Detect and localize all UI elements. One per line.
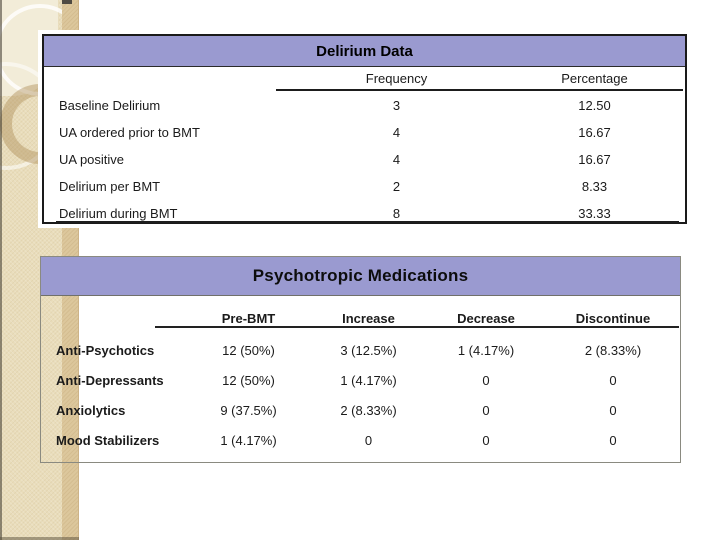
percentage-value: 16.67 — [578, 125, 611, 140]
discontinue-value: 0 — [609, 433, 617, 448]
header-spacer — [44, 71, 289, 89]
discontinue-column-header: Discontinue — [575, 311, 651, 326]
sidebar-bottom-edge — [0, 537, 79, 540]
increase-value: 1 (4.17%) — [340, 373, 397, 388]
increase-column-header: Increase — [342, 311, 395, 326]
header-underline — [276, 89, 683, 91]
prebmt-value: 12 (50%) — [222, 343, 275, 358]
table-row: UA positive 4 16.67 — [44, 146, 685, 173]
row-label: Anti-Psychotics — [56, 343, 155, 358]
medications-table-title-band: Psychotropic Medications — [41, 257, 680, 296]
prebmt-column-header: Pre-BMT — [221, 311, 276, 326]
table-bottom-rule — [56, 221, 679, 223]
percentage-value: 8.33 — [581, 179, 608, 194]
delirium-table-body: Baseline Delirium 3 12.50 UA ordered pri… — [44, 92, 685, 227]
row-label: Delirium during BMT — [59, 206, 178, 221]
slide-left-edge — [0, 0, 2, 540]
decrease-value: 0 — [482, 403, 490, 418]
table-row: UA ordered prior to BMT 4 16.67 — [44, 119, 685, 146]
decrease-value: 0 — [482, 373, 490, 388]
delirium-table-header-row: Frequency Percentage — [44, 71, 685, 89]
row-label: Delirium per BMT — [59, 179, 161, 194]
increase-value: 2 (8.33%) — [340, 403, 397, 418]
increase-value: 0 — [364, 433, 373, 448]
increase-value: 3 (12.5%) — [340, 343, 397, 358]
table-row: Baseline Delirium 3 12.50 — [44, 92, 685, 119]
delirium-data-table: Delirium Data Frequency Percentage Basel… — [42, 34, 687, 224]
row-label: UA ordered prior to BMT — [59, 125, 200, 140]
table-row: Anxiolytics 9 (37.5%) 2 (8.33%) 0 0 — [41, 396, 680, 426]
discontinue-value: 0 — [609, 403, 617, 418]
table-row: Delirium per BMT 2 8.33 — [44, 173, 685, 200]
prebmt-value: 9 (37.5%) — [220, 403, 277, 418]
row-label: Anxiolytics — [56, 403, 126, 418]
medications-table-title: Psychotropic Medications — [252, 266, 469, 285]
prebmt-value: 12 (50%) — [222, 373, 275, 388]
medications-table-body: Anti-Psychotics 12 (50%) 3 (12.5%) 1 (4.… — [41, 336, 680, 456]
discontinue-value: 2 (8.33%) — [584, 343, 642, 358]
frequency-value: 8 — [392, 206, 401, 221]
row-label: Mood Stabilizers — [56, 433, 160, 448]
delirium-table-title-band: Delirium Data — [44, 36, 685, 67]
percentage-column-header: Percentage — [561, 71, 628, 86]
prebmt-value: 1 (4.17%) — [220, 433, 277, 448]
medications-table-header-row: Pre-BMT Increase Decrease Discontinue — [41, 311, 680, 327]
table-row: Delirium during BMT 8 33.33 — [44, 200, 685, 227]
row-label: Baseline Delirium — [59, 98, 161, 113]
percentage-value: 16.67 — [578, 152, 611, 167]
psychotropic-medications-table: Psychotropic Medications Pre-BMT Increas… — [40, 256, 681, 463]
header-underline — [155, 326, 679, 328]
header-spacer — [41, 311, 186, 327]
sidebar-top-notch — [62, 0, 72, 4]
discontinue-value: 0 — [609, 373, 617, 388]
decrease-value: 1 (4.17%) — [457, 343, 515, 358]
row-label: Anti-Depressants — [56, 373, 164, 388]
table-row: Anti-Psychotics 12 (50%) 3 (12.5%) 1 (4.… — [41, 336, 680, 366]
decrease-column-header: Decrease — [457, 311, 515, 326]
frequency-value: 4 — [392, 152, 401, 167]
table-row: Mood Stabilizers 1 (4.17%) 0 0 0 — [41, 426, 680, 456]
frequency-value: 3 — [392, 98, 401, 113]
table-row: Anti-Depressants 12 (50%) 1 (4.17%) 0 0 — [41, 366, 680, 396]
decrease-value: 0 — [482, 433, 490, 448]
row-label: UA positive — [59, 152, 125, 167]
frequency-column-header: Frequency — [365, 71, 428, 86]
frequency-value: 4 — [392, 125, 401, 140]
percentage-value: 33.33 — [578, 206, 611, 221]
frequency-value: 2 — [392, 179, 401, 194]
percentage-value: 12.50 — [578, 98, 611, 113]
delirium-table-title: Delirium Data — [316, 42, 413, 60]
